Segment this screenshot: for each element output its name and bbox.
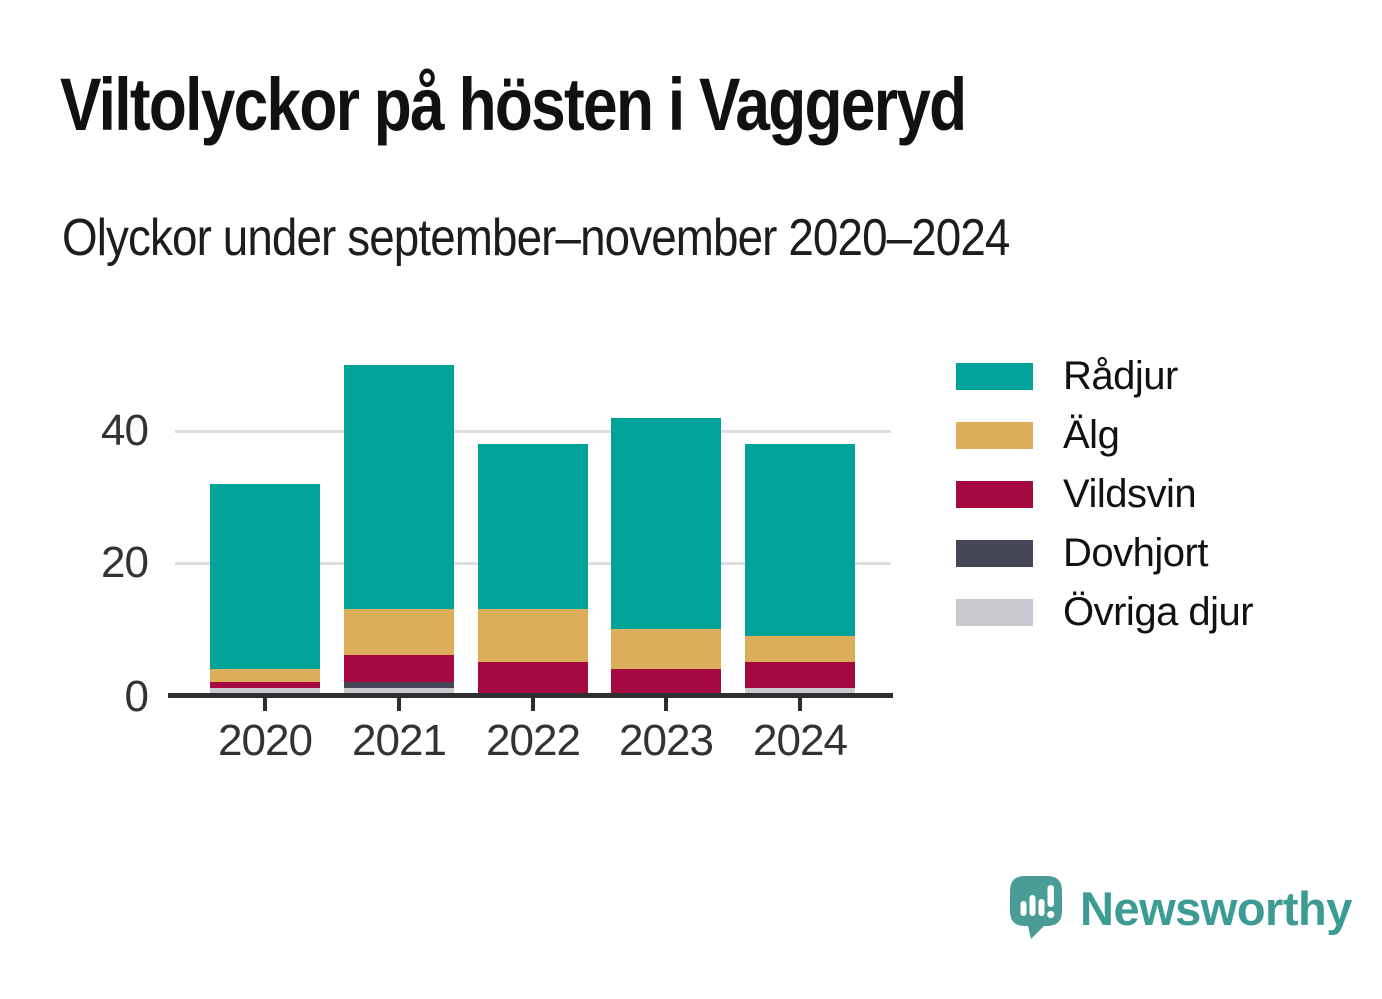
x-axis-tick-2023 [664, 698, 668, 711]
segment-2021-övriga-djur [344, 688, 454, 695]
x-axis-tick-label-2024: 2024 [753, 716, 848, 765]
x-axis-tick-label-2021: 2021 [352, 716, 447, 765]
legend-label-vildsvin: Vildsvin [1063, 471, 1197, 516]
bar-2021 [344, 365, 454, 695]
segment-2021-älg [344, 609, 454, 656]
segment-2024-rådjur [745, 444, 855, 636]
y-axis-tick-label-20: 20 [101, 538, 149, 587]
segment-2023-vildsvin [611, 668, 721, 695]
legend-label-dovhjort: Dovhjort [1063, 530, 1208, 575]
legend-item-älg: Älg [956, 412, 1253, 457]
segment-2023-älg [611, 629, 721, 669]
bar-2023 [611, 417, 721, 695]
newsworthy-wordmark: Newsworthy [1080, 881, 1352, 935]
segment-2024-övriga-djur [745, 688, 855, 695]
legend-label-älg: Älg [1063, 412, 1120, 457]
segment-2021-vildsvin [344, 655, 454, 682]
segment-2023-rådjur [611, 417, 721, 629]
segment-2020-älg [210, 668, 320, 682]
x-axis-tick-2021 [397, 698, 401, 711]
x-axis-tick-label-2023: 2023 [619, 716, 714, 765]
segment-2021-rådjur [344, 365, 454, 610]
segment-2022-älg [478, 609, 588, 662]
legend-item-dovhjort: Dovhjort [956, 530, 1253, 575]
segment-2021-dovhjort [344, 681, 454, 689]
newsworthy-branding: Newsworthy [1008, 874, 1352, 942]
legend-swatch-övriga-djur [956, 598, 1033, 626]
newsworthy-speech-bubble-chart-icon [1010, 876, 1062, 939]
segment-2024-vildsvin [745, 662, 855, 689]
x-axis-tick-2020 [263, 698, 267, 711]
x-axis-line [168, 693, 893, 698]
legend-swatch-älg [956, 421, 1033, 449]
legend-label-rådjur: Rådjur [1063, 353, 1178, 398]
bar-2024 [745, 444, 855, 695]
legend: Rådjur Älg Vildsvin Dovhjort Övriga djur [956, 353, 1254, 651]
x-axis-tick-label-2020: 2020 [218, 716, 313, 765]
bar-2020 [210, 483, 320, 695]
segment-2022-vildsvin [478, 662, 588, 695]
bar-2022 [478, 444, 588, 695]
x-axis-tick-label-2022: 2022 [486, 716, 581, 765]
y-axis-tick-label-0: 0 [124, 672, 149, 721]
x-axis-tick-2024 [798, 698, 802, 711]
legend-swatch-rådjur [956, 362, 1033, 390]
segment-2024-älg [745, 635, 855, 662]
y-axis-tick-label-40: 40 [101, 406, 149, 455]
legend-item-rådjur: Rådjur [956, 353, 1253, 398]
legend-item-övriga-djur: Övriga djur [956, 589, 1254, 634]
chart-title: Viltolyckor på hösten i Vaggeryd [60, 63, 967, 146]
segment-2020-vildsvin [210, 681, 320, 689]
chart-subtitle: Olyckor under september–november 2020–20… [62, 209, 1010, 267]
gridline-40 [175, 430, 891, 433]
segment-2022-rådjur [478, 444, 588, 610]
legend-swatch-vildsvin [956, 480, 1033, 508]
legend-swatch-dovhjort [956, 539, 1033, 567]
legend-item-vildsvin: Vildsvin [956, 471, 1253, 516]
legend-label-övriga-djur: Övriga djur [1063, 589, 1254, 634]
segment-2020-rådjur [210, 483, 320, 669]
x-axis-tick-2022 [531, 698, 535, 711]
segment-2020-övriga-djur [210, 688, 320, 695]
